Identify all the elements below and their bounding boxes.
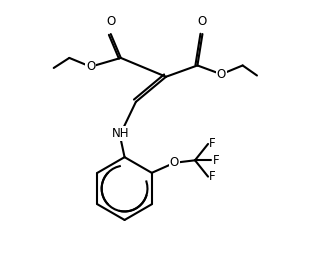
Text: NH: NH: [112, 127, 129, 140]
Text: F: F: [213, 154, 219, 167]
Text: O: O: [106, 15, 115, 28]
Text: O: O: [217, 68, 226, 81]
Text: O: O: [198, 15, 207, 28]
Text: F: F: [209, 170, 216, 183]
Text: O: O: [170, 156, 179, 169]
Text: O: O: [86, 60, 95, 73]
Text: F: F: [209, 137, 216, 150]
